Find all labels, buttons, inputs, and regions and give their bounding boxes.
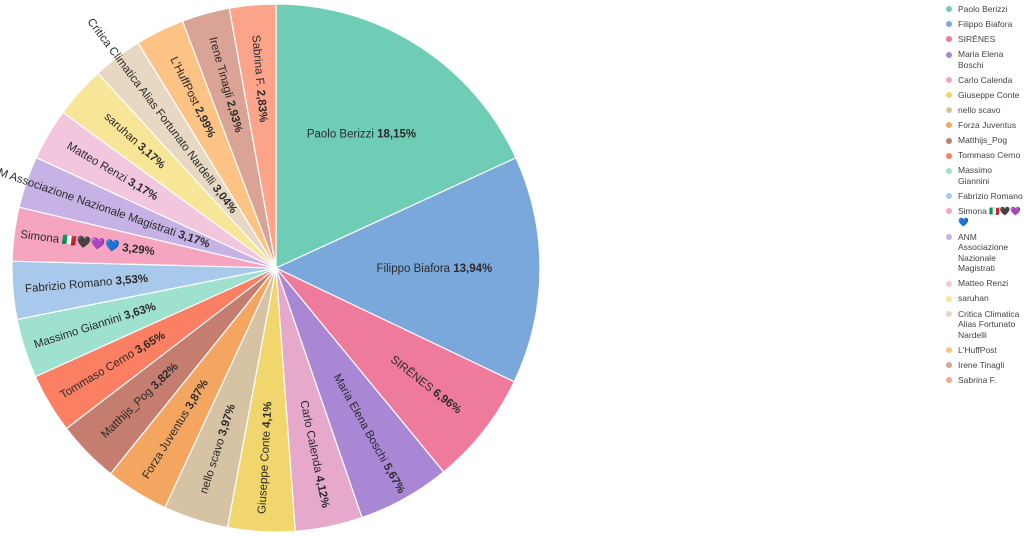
slice-label-1: Filippo Biafora 13,94%: [377, 263, 493, 275]
legend-label-18: Irene Tinagli: [958, 359, 1005, 370]
pie-slice-1[interactable]: [274, 157, 541, 383]
legend-label-0: Paolo Berizzi: [958, 4, 1008, 14]
legend-label-3: Maria Elena Boschi: [958, 49, 1004, 70]
legend-label-10: Massimo Giannini: [958, 165, 993, 186]
legend-item-16[interactable]: Critica Climatica Alias Fortunato Nardel…: [946, 309, 1024, 341]
legend-swatch-9: [946, 152, 952, 159]
legend-item-14[interactable]: Matteo Renzi: [946, 278, 1024, 289]
legend-item-8[interactable]: Matthijs_Pog: [946, 135, 1024, 146]
legend-item-7[interactable]: Forza Juventus: [946, 120, 1024, 131]
legend-swatch-16: [946, 310, 952, 317]
legend-item-2[interactable]: SIRĒNES: [946, 34, 1024, 45]
legend-swatch-8: [946, 137, 952, 144]
legend-swatch-5: [946, 92, 952, 99]
slice-label-value-0: 18,15%: [377, 129, 416, 141]
legend-swatch-0: [946, 6, 952, 13]
slice-label-name-5: Giuseppe Conte: [256, 427, 273, 514]
legend-swatch-2: [946, 36, 952, 43]
legend-label-15: saruhan: [958, 293, 989, 304]
legend-label-2: SIRĒNES: [958, 34, 996, 45]
legend-swatch-7: [946, 122, 952, 129]
legend-item-15[interactable]: saruhan: [946, 293, 1024, 304]
slice-label-name-1: Filippo Biafora: [377, 263, 454, 275]
legend-label-19: Sabrina F.: [958, 374, 997, 385]
legend-label-12: Simona 🇮🇹🖤💜💙: [958, 206, 1021, 227]
legend-swatch-14: [946, 280, 952, 287]
slice-label-value-1: 13,94%: [453, 263, 492, 275]
legend-swatch-6: [946, 107, 952, 114]
legend-swatch-1: [946, 21, 952, 28]
legend-item-3[interactable]: Maria Elena Boschi: [946, 49, 1024, 70]
slice-label-value-12: 3,29%: [121, 242, 155, 258]
legend-label-14: Matteo Renzi: [958, 278, 1009, 289]
legend-swatch-11: [946, 193, 952, 200]
legend-item-1[interactable]: Filippo Biafora: [946, 19, 1024, 30]
slice-label-value-11: 3,53%: [115, 273, 149, 288]
pie-slice-2[interactable]: [275, 267, 516, 473]
legend-label-7: Forza Juventus: [958, 120, 1017, 131]
chart-legend: Paolo Berizzi Filippo Biafora SIRĒNES Maria…: [946, 4, 1024, 390]
legend-label-17: L'HuffPost: [958, 344, 997, 355]
legend-item-4[interactable]: Carlo Calenda: [946, 75, 1024, 86]
legend-swatch-18: [946, 361, 952, 368]
pie-slice-0[interactable]: [275, 3, 517, 269]
legend-label-11: Fabrizio Romano: [958, 191, 1023, 202]
legend-swatch-13: [946, 234, 952, 241]
legend-item-17[interactable]: L'HuffPost: [946, 345, 1024, 356]
legend-item-19[interactable]: Sabrina F.: [946, 375, 1024, 386]
legend-label-8: Matthijs_Pog: [958, 135, 1008, 146]
legend-swatch-4: [946, 77, 952, 84]
legend-swatch-17: [946, 346, 952, 353]
legend-label-1: Filippo Biafora: [958, 19, 1013, 30]
legend-label-6: nello scavo: [958, 105, 1001, 116]
slice-label-5: Giuseppe Conte 4,1%: [256, 401, 274, 514]
legend-label-9: Tommaso Cerno: [958, 150, 1021, 161]
legend-label-5: Giuseppe Conte: [958, 89, 1020, 100]
slice-label-19: Sabrina F. 2,83%: [249, 35, 269, 123]
pie-slice-19[interactable]: [228, 3, 277, 269]
legend-swatch-15: [946, 295, 952, 302]
slice-label-value-19: 2,83%: [254, 89, 269, 123]
legend-item-12[interactable]: Simona 🇮🇹🖤💜💙: [946, 206, 1024, 227]
pie-slices: [11, 3, 541, 533]
legend-item-13[interactable]: ANM Associazione Nazionale Magistrati: [946, 232, 1024, 274]
legend-item-9[interactable]: Tommaso Cerno: [946, 150, 1024, 161]
legend-label-16: Critica Climatica Alias Fortunato Nardel…: [958, 308, 1020, 340]
legend-item-10[interactable]: Massimo Giannini: [946, 165, 1024, 186]
slice-label-0: Paolo Berizzi 18,15%: [307, 129, 416, 141]
legend-item-11[interactable]: Fabrizio Romano: [946, 191, 1024, 202]
legend-label-4: Carlo Calenda: [958, 74, 1013, 85]
legend-swatch-10: [946, 167, 952, 174]
legend-swatch-12: [946, 208, 952, 215]
slice-label-value-5: 4,1%: [261, 401, 274, 428]
legend-item-0[interactable]: Paolo Berizzi: [946, 4, 1024, 15]
legend-label-13: ANM Associazione Nazionale Magistrati: [958, 231, 1009, 274]
legend-swatch-19: [946, 377, 952, 384]
slice-label-name-19: Sabrina F.: [249, 35, 266, 91]
legend-swatch-3: [946, 51, 952, 58]
legend-item-5[interactable]: Giuseppe Conte: [946, 90, 1024, 101]
legend-item-6[interactable]: nello scavo: [946, 105, 1024, 116]
legend-item-18[interactable]: Irene Tinagli: [946, 360, 1024, 371]
slice-label-name-0: Paolo Berizzi: [307, 129, 377, 141]
